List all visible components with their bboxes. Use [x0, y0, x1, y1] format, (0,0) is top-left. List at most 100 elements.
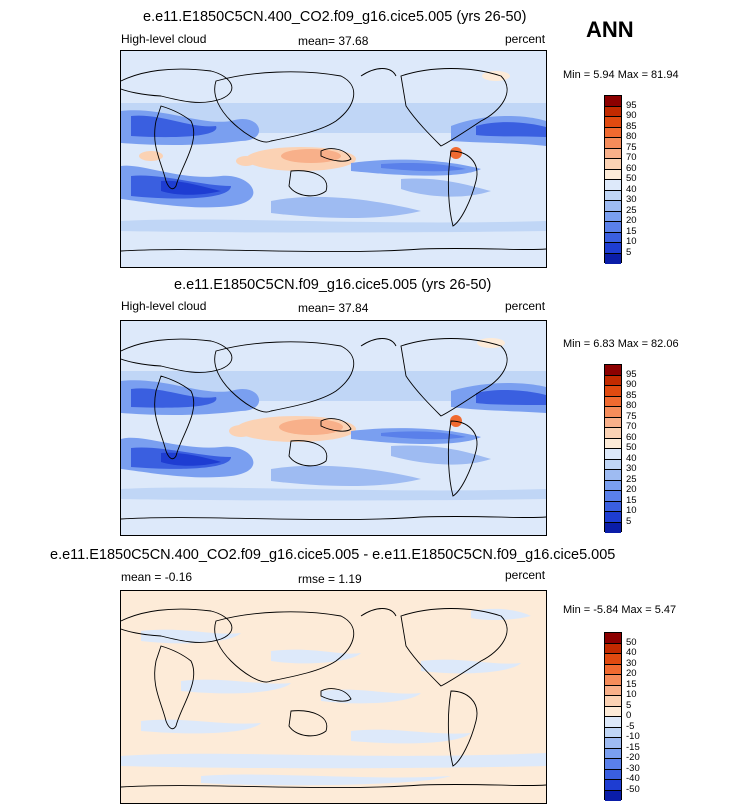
panel2-colorbar-swatches [604, 364, 622, 533]
panel1-colorbar-tick-label: 30 [626, 194, 637, 205]
panel1-colorbar-swatch [605, 159, 621, 170]
panel3-colorbar-swatch [605, 675, 621, 686]
panel3-colorbar-swatch [605, 780, 621, 791]
panel2-colorbar-swatch [605, 386, 621, 397]
panel1-colorbar-tick-label: 90 [626, 110, 637, 121]
panel2-variable-label: High-level cloud [121, 299, 207, 313]
panel3-colorbar-tick-label: -30 [626, 762, 640, 774]
panel3-colorbar-swatch [605, 748, 621, 759]
panel3-colorbar-tick-label: -5 [626, 720, 635, 732]
panel2-colorbar-tick-label: 10 [626, 505, 637, 516]
panel3-colorbar-tick-label: 0 [626, 710, 632, 721]
panel2-map-svg [121, 321, 546, 535]
panel3-units-label: percent [505, 568, 546, 582]
panel2-colorbar-swatch [605, 417, 621, 428]
panel3-title: e.e11.E1850C5CN.400_CO2.f09_g16.cice5.00… [50, 547, 616, 563]
panel2-colorbar-swatch [605, 449, 621, 460]
panel1-colorbar-tick-label: 85 [626, 120, 637, 132]
panel1-colorbar-tick-label: 75 [626, 141, 637, 153]
panel1-colorbar-tick-label: 70 [626, 152, 637, 163]
panel3-colorbar-tick-label: 50 [626, 636, 637, 648]
panel2-colorbar-tick-label: 50 [626, 442, 637, 453]
panel3-colorbar-swatch [605, 727, 621, 738]
panel3-minmax: Min = -5.84 Max = 5.47 [563, 604, 677, 616]
panel1-colorbar-swatch [605, 106, 621, 117]
panel2-colorbar-swatch [605, 501, 621, 512]
panel3-colorbar-swatch [605, 790, 621, 801]
panel1-colorbar-swatch [605, 96, 621, 107]
panel1-colorbar-tick-label: 50 [626, 173, 637, 184]
panel3-colorbar-swatch [605, 685, 621, 696]
panel2-colorbar-tick-label: 25 [626, 473, 637, 485]
panel3-map [120, 590, 547, 804]
panel2-colorbar-swatch [605, 480, 621, 491]
panel2-colorbar-tick-label: 75 [626, 410, 637, 422]
panel3-colorbar-tick-label: -50 [626, 783, 640, 795]
panel3-colorbar-tick-label: -15 [626, 741, 640, 753]
panel1-mean-label: mean= 37.68 [298, 34, 369, 48]
panel3-colorbar-swatch [605, 738, 621, 749]
panel2-colorbar-swatch [605, 459, 621, 470]
panel1-colorbar-swatch [605, 243, 621, 254]
panel2-colorbar-swatch [605, 428, 621, 439]
panel2-colorbar-swatch [605, 375, 621, 386]
panel2-title: e.e11.E1850C5CN.f09_g16.cice5.005 (yrs 2… [174, 277, 492, 293]
panel3-colorbar: 50 40 30 20 15 10 5 0 -5 -10 -15 -20 -30 -40 -50 [604, 632, 640, 801]
panel2-colorbar-tick-label: 30 [626, 463, 637, 474]
panel3-colorbar-tick-label: 15 [626, 678, 637, 690]
panel3-colorbar-swatch [605, 706, 621, 717]
panel1-colorbar-swatch [605, 222, 621, 233]
panel1-colorbar-swatch [605, 232, 621, 243]
panel1-colorbar-swatch [605, 117, 621, 128]
panel3-colorbar-tick-label: -10 [626, 731, 640, 742]
panel1-colorbar-swatch [605, 138, 621, 149]
panel2-mean-label: mean= 37.84 [298, 301, 369, 315]
panel2-colorbar-swatch [605, 407, 621, 418]
panel1-colorbar-tick-label: 15 [626, 225, 637, 237]
panel3-rmse-label: rmse = 1.19 [298, 572, 362, 586]
panel1-colorbar-tick-label: 25 [626, 204, 637, 216]
panel2-colorbar-tick-label: 15 [626, 494, 637, 506]
panel1-minmax: Min = 5.94 Max = 81.94 [563, 69, 679, 81]
panel1-map-svg [121, 51, 546, 267]
panel2-colorbar-swatch [605, 396, 621, 407]
panel1-colorbar-tick-label: 10 [626, 236, 637, 247]
panel1-colorbar: 95 90 85 80 75 70 60 50 40 30 25 20 15 10 5 [604, 95, 637, 264]
panel2-colorbar-swatch [605, 512, 621, 523]
panel1-colorbar-swatch [605, 201, 621, 212]
panel3-colorbar-tick-label: -20 [626, 752, 640, 763]
panel2-colorbar-swatch [605, 470, 621, 481]
panel3-map-svg [121, 591, 546, 803]
panel2-colorbar-swatch [605, 365, 621, 376]
panel3-colorbar-tick-label: 40 [626, 647, 637, 658]
panel1-colorbar-swatches [604, 95, 622, 264]
panel2-colorbar-tick-label: 85 [626, 389, 637, 401]
panel1-colorbar-swatch [605, 148, 621, 159]
panel1-colorbar-swatch [605, 190, 621, 201]
panel2-colorbar-tick-label: 70 [626, 421, 637, 432]
panel1-colorbar-swatch [605, 127, 621, 138]
panel1-colorbar-swatch [605, 211, 621, 222]
panel1-units-label: percent [505, 32, 546, 46]
panel3-colorbar-swatch [605, 759, 621, 770]
panel2-colorbar-tick-label: 40 [626, 452, 637, 464]
panel2-minmax: Min = 6.83 Max = 82.06 [563, 338, 679, 350]
panel3-colorbar-swatch [605, 717, 621, 728]
panel1-colorbar-tick-label: 40 [626, 183, 637, 195]
panel3-colorbar-swatch [605, 696, 621, 707]
panel1-map [120, 50, 547, 268]
panel3-colorbar-swatch [605, 633, 621, 644]
panel3-colorbar-tick-label: 10 [626, 689, 637, 700]
panel1-colorbar-tick-label: 60 [626, 162, 637, 174]
panel3-colorbar-swatch [605, 769, 621, 780]
panel1-title: e.e11.E1850C5CN.400_CO2.f09_g16.cice5.00… [143, 9, 527, 25]
panel1-colorbar-tick-label: 95 [626, 99, 637, 111]
panel2-colorbar-tick-label: 95 [626, 368, 637, 380]
panel3-colorbar-tick-label: 20 [626, 668, 637, 679]
panel2-colorbar-tick-label: 90 [626, 379, 637, 390]
panel2-colorbar-swatch [605, 491, 621, 502]
panel3-colorbar-tick-label: 30 [626, 657, 637, 669]
panel2-colorbar-tick-label: 5 [626, 515, 632, 527]
panel2-units-label: percent [505, 299, 546, 313]
panel2-colorbar: 95 90 85 80 75 70 60 50 40 30 25 20 15 10 5 [604, 364, 637, 533]
